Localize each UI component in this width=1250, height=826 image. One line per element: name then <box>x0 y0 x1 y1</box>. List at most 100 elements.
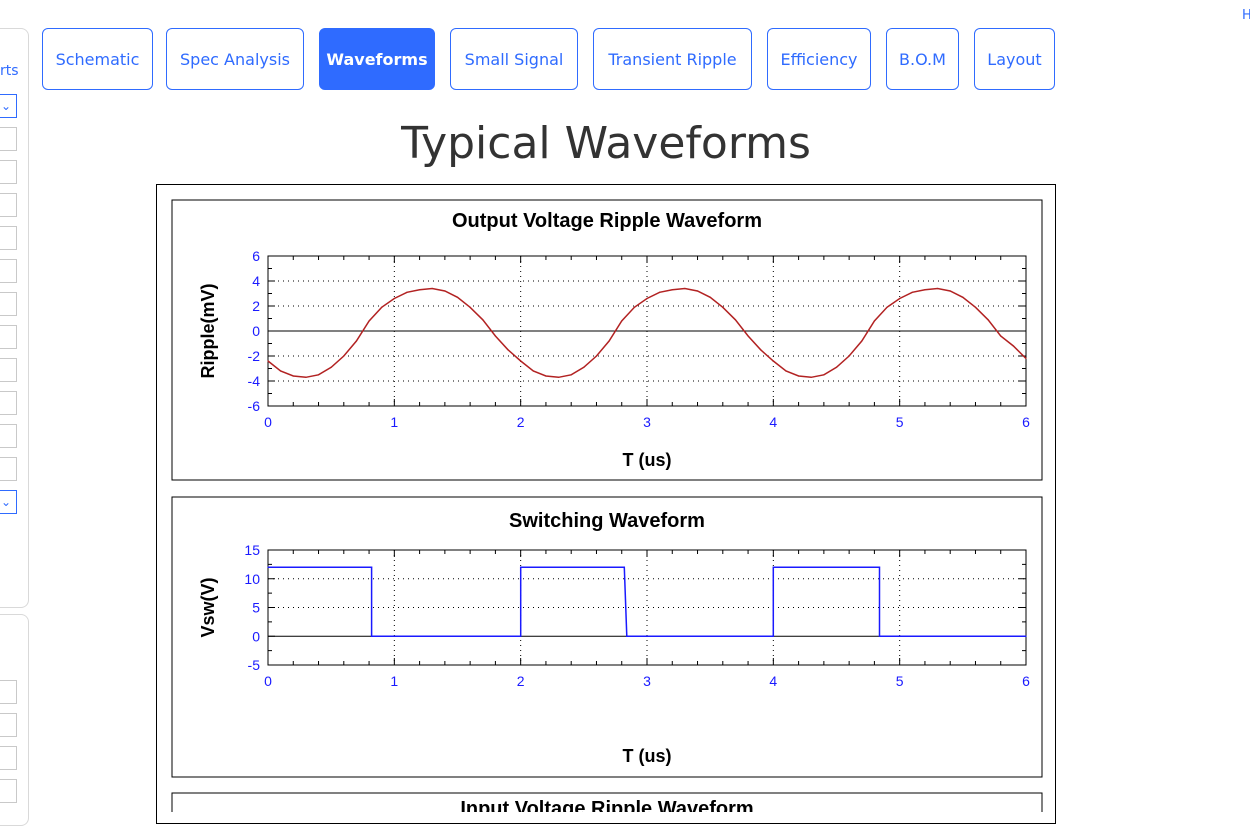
data-point <box>810 376 812 378</box>
tab-small-signal[interactable]: Small Signal <box>450 28 578 90</box>
data-point <box>936 287 939 290</box>
sidebar-field[interactable] <box>0 325 17 349</box>
waveform-charts: Output Voltage Ripple Waveform 0 1 2 3 4 5 6 6 4 2… <box>171 199 1043 826</box>
data-point <box>709 296 711 298</box>
sidebar-field[interactable] <box>0 424 17 448</box>
sidebar-field[interactable] <box>0 746 17 770</box>
data-point <box>444 290 446 292</box>
data-point <box>734 319 737 321</box>
data-point <box>823 374 825 376</box>
data-point <box>861 340 863 342</box>
data-point <box>962 296 964 298</box>
sidebar-field[interactable] <box>0 391 17 415</box>
y-tick-label: 4 <box>252 273 260 289</box>
sidebar-field[interactable] <box>0 193 17 217</box>
x-tick-label: 1 <box>390 414 398 430</box>
data-point <box>482 319 484 321</box>
data-point <box>684 287 686 290</box>
data-point <box>280 370 282 372</box>
data-point <box>848 355 850 357</box>
x-tick-label: 2 <box>517 414 525 430</box>
data-point <box>532 370 534 372</box>
data-point <box>317 374 320 376</box>
x-tick-label: 2 <box>517 673 525 689</box>
data-point <box>886 306 888 308</box>
data-point <box>785 370 787 372</box>
data-point <box>798 375 800 377</box>
y-tick-label: 10 <box>244 571 260 587</box>
x-tick-label: 4 <box>769 414 777 430</box>
sidebar-field[interactable] <box>0 457 17 481</box>
y-tick-label: 0 <box>252 323 260 339</box>
data-point <box>431 287 433 290</box>
data-point <box>722 306 724 308</box>
data-point <box>494 335 496 337</box>
y-axis-label: Vsw(V) <box>198 577 218 637</box>
data-point <box>595 355 598 357</box>
tab-schematic[interactable]: Schematic <box>42 28 153 90</box>
data-point <box>520 566 522 568</box>
data-point <box>949 290 951 292</box>
data-point <box>626 635 628 637</box>
sidebar-field[interactable] <box>0 160 17 184</box>
x-tick-label: 3 <box>643 673 651 689</box>
data-point <box>370 635 373 637</box>
tab-waveforms[interactable]: Waveforms <box>319 28 435 90</box>
data-point <box>911 291 913 293</box>
y-tick-label: -6 <box>248 398 261 414</box>
sidebar-field[interactable] <box>0 226 17 250</box>
data-point <box>406 291 408 293</box>
sidebar-field[interactable] <box>0 292 17 316</box>
top-right-link[interactable]: H <box>1242 8 1250 23</box>
tab-layout[interactable]: Layout <box>974 28 1055 90</box>
sidebar-heading-fragment: rts <box>0 63 19 79</box>
chart-title: Output Voltage Ripple Waveform <box>452 210 762 232</box>
x-tick-label: 5 <box>896 414 904 430</box>
chart-panel-3: Input Voltage Ripple Waveform <box>171 792 1043 826</box>
data-point <box>696 290 699 292</box>
sidebar-field[interactable] <box>0 259 17 283</box>
data-point <box>671 289 673 291</box>
data-point <box>343 355 345 357</box>
waveform-charts-frame: Output Voltage Ripple Waveform 0 1 2 3 4 5 6 6 4 2… <box>156 184 1056 826</box>
sidebar-select[interactable]: ⌄ <box>0 490 17 514</box>
sidebar-field[interactable] <box>0 358 17 382</box>
data-point <box>633 306 635 308</box>
data-point <box>368 320 370 322</box>
data-point <box>1000 335 1002 337</box>
data-point <box>772 635 774 637</box>
data-point <box>545 375 547 377</box>
data-point <box>873 320 876 322</box>
sidebar-field[interactable] <box>0 779 17 803</box>
y-axis-label: Ripple(mV) <box>198 283 218 378</box>
data-point <box>267 360 269 362</box>
tab-bom[interactable]: B.O.M <box>886 28 959 90</box>
x-tick-label: 1 <box>390 673 398 689</box>
tab-transient-ripple[interactable]: Transient Ripple <box>593 28 752 90</box>
tab-spec-analysis[interactable]: Spec Analysis <box>166 28 304 90</box>
data-point <box>760 349 762 351</box>
data-point <box>899 297 901 300</box>
sidebar-field[interactable] <box>0 713 17 737</box>
data-point <box>646 297 648 300</box>
data-point <box>974 306 977 308</box>
sidebar-field[interactable] <box>0 127 17 151</box>
page-title: Typical Waveforms <box>401 118 811 169</box>
y-tick-label: 15 <box>244 542 260 558</box>
y-tick-label: -2 <box>248 348 261 364</box>
sidebar-select[interactable]: ⌄ <box>0 94 17 118</box>
data-point <box>772 566 774 568</box>
data-point <box>370 566 373 568</box>
data-point <box>621 320 623 322</box>
data-point <box>924 289 926 291</box>
chart-title: Input Voltage Ripple Waveform <box>460 798 753 812</box>
data-point <box>987 319 989 321</box>
data-point <box>583 366 585 368</box>
data-point <box>520 635 522 637</box>
y-tick-label: 0 <box>252 628 260 644</box>
data-point <box>292 375 294 377</box>
tab-efficiency[interactable]: Efficiency <box>767 28 871 90</box>
x-tick-label: 0 <box>264 414 272 430</box>
data-point <box>1025 635 1027 637</box>
sidebar-field[interactable] <box>0 680 17 704</box>
